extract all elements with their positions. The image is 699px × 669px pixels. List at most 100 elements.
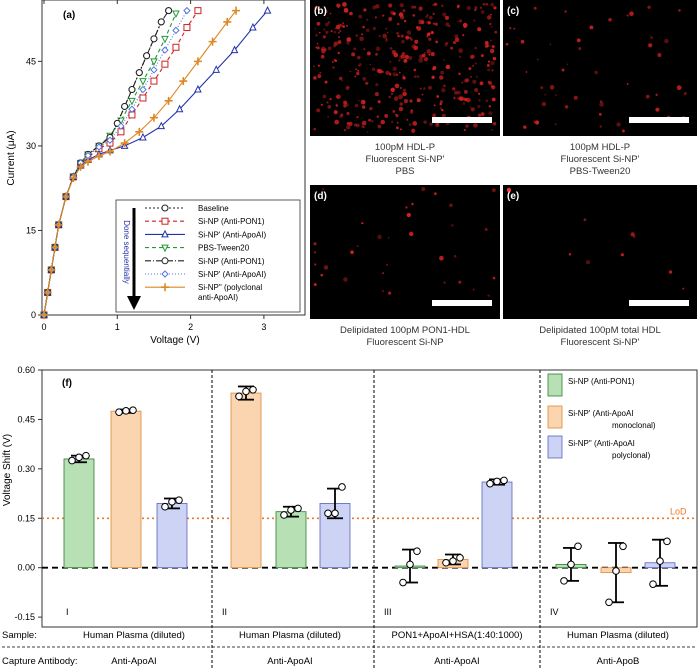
fluorescent-spot (362, 125, 365, 129)
fluorescent-spot (458, 96, 464, 101)
fluorescent-spot (320, 46, 326, 52)
sequence-annotation: Done sequentially (122, 220, 131, 284)
legend-label: Si-NP (Anti-PON1) (568, 377, 635, 386)
fluorescent-spot (346, 41, 350, 45)
fluorescent-spot (520, 39, 525, 44)
fluorescent-spot (329, 97, 332, 101)
sequence-arrow-head (127, 296, 141, 310)
fluorescent-spot (329, 12, 332, 15)
fluorescent-spot (492, 122, 497, 126)
fluorescent-spot (549, 85, 555, 90)
fluorescent-spot (355, 68, 357, 71)
fluorescent-spot (544, 93, 547, 96)
fluorescent-spot (396, 31, 400, 35)
fluorescent-spot (319, 71, 322, 74)
data-point (135, 127, 144, 136)
data-point (150, 58, 158, 66)
fluorescent-spot (629, 11, 634, 17)
fluorescent-spot (416, 26, 422, 31)
fluorescent-spot (608, 17, 612, 22)
fluorescent-spot (474, 46, 477, 50)
data-point (172, 43, 180, 51)
fluorescent-spot (331, 61, 334, 63)
fluorescent-spot (392, 72, 397, 77)
fluorescent-spot (599, 125, 602, 128)
micrograph-caption: Fluorescent Si-NP' (366, 154, 445, 165)
fluorescent-spot (421, 187, 426, 192)
panel-f-axes: -0.15 0.00 0.15 0.30 0.45 0.60 LoD (14, 365, 697, 668)
data-point (128, 97, 136, 106)
fluorescent-spot (477, 27, 482, 32)
fluorescent-spot (313, 128, 316, 131)
fluorescent-spot (372, 26, 376, 31)
data-point (179, 77, 188, 86)
fluorescent-spot (484, 44, 489, 48)
data-point (161, 217, 169, 225)
fluorescent-spot (391, 92, 393, 95)
replicate-point (486, 479, 494, 488)
micrograph-caption: PBS-Tween20 (570, 166, 631, 177)
micrograph-image (310, 0, 500, 136)
micrograph-image (503, 185, 697, 319)
fluorescent-spot (564, 10, 567, 13)
panel-a-legend: Done sequentially Baseline Si-NP (Anti-PO… (115, 199, 301, 313)
fluorescent-spot (393, 96, 399, 101)
fluorescent-spot (428, 37, 432, 41)
micrograph-label: (e) (507, 191, 519, 202)
fluorescent-spot (366, 18, 369, 21)
fluorescent-spot (428, 53, 431, 56)
fluorescent-spot (418, 6, 423, 11)
capture-row-label: Capture Antibody: (2, 656, 78, 667)
fluorescent-spot (425, 15, 429, 19)
fluorescent-spot (315, 46, 317, 49)
group-roman-numeral: II (222, 607, 227, 617)
fluorescent-spot (471, 54, 476, 59)
fluorescent-spot (469, 106, 472, 109)
fluorescent-spot (427, 85, 432, 90)
fluorescent-spot (402, 9, 406, 13)
fluorescent-spot (382, 33, 387, 39)
fluorescent-spot (424, 52, 427, 55)
fluorescent-spot (454, 90, 458, 95)
fluorescent-spot (341, 79, 344, 82)
fluorescent-spot (433, 2, 437, 6)
replicate-point (406, 560, 414, 569)
replicate-point (122, 407, 130, 415)
panel-f-legend: Si-NP (Anti-PON1) Si-NP' (Anti-ApoAI monoc… (547, 373, 656, 460)
fluorescent-spot (402, 91, 407, 97)
bar-group-2: II (222, 385, 351, 617)
fluorescent-spot (359, 36, 364, 41)
fluorescent-spot (525, 71, 528, 73)
fluorescent-spot (411, 128, 416, 133)
fluorescent-spot (469, 75, 472, 78)
fluorescent-spot (432, 114, 435, 117)
fluorescent-spot (413, 5, 417, 9)
data-point (161, 270, 169, 278)
fluorescent-spot (598, 112, 602, 116)
fluorescent-spot (458, 72, 461, 76)
fluorescent-spot (390, 87, 395, 93)
fluorescent-spot (489, 39, 493, 42)
fluorescent-spot (433, 192, 437, 196)
fluorescent-spot (356, 245, 359, 248)
fluorescent-spot (376, 115, 379, 118)
y-tick-label: -0.15 (14, 612, 35, 622)
fluorescent-spot (317, 74, 322, 79)
fluorescent-spot (439, 255, 444, 261)
replicate-point (612, 567, 620, 575)
data-point (69, 174, 78, 183)
fluorescent-spot (381, 289, 385, 293)
replicate-point (175, 496, 183, 504)
fluorescent-spot (554, 94, 557, 96)
fluorescent-spot (494, 30, 498, 34)
fluorescent-spot (419, 87, 422, 90)
fluorescent-spot (432, 12, 435, 15)
fluorescent-spot (589, 25, 594, 30)
data-point (150, 77, 158, 85)
fluorescent-spot (358, 14, 363, 19)
fluorescent-spot (346, 111, 350, 116)
panel-f-label: (f) (62, 378, 72, 389)
fluorescent-spot (410, 38, 413, 41)
